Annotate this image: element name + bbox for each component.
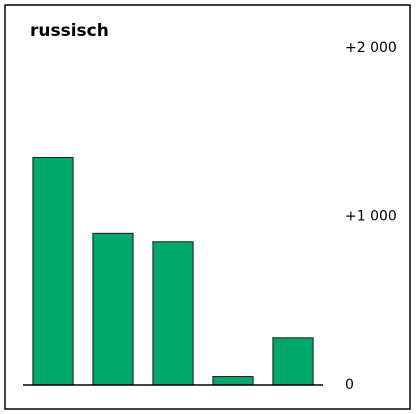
y-tick-label: 0 <box>345 377 354 393</box>
y-tick-label: +2 000 <box>345 40 397 56</box>
y-tick-label: +1 000 <box>345 209 397 225</box>
bar <box>152 241 194 386</box>
bar <box>212 376 254 386</box>
chart-title: russisch <box>30 21 109 41</box>
bar <box>92 232 134 386</box>
bar <box>272 337 314 386</box>
bar <box>32 157 74 386</box>
